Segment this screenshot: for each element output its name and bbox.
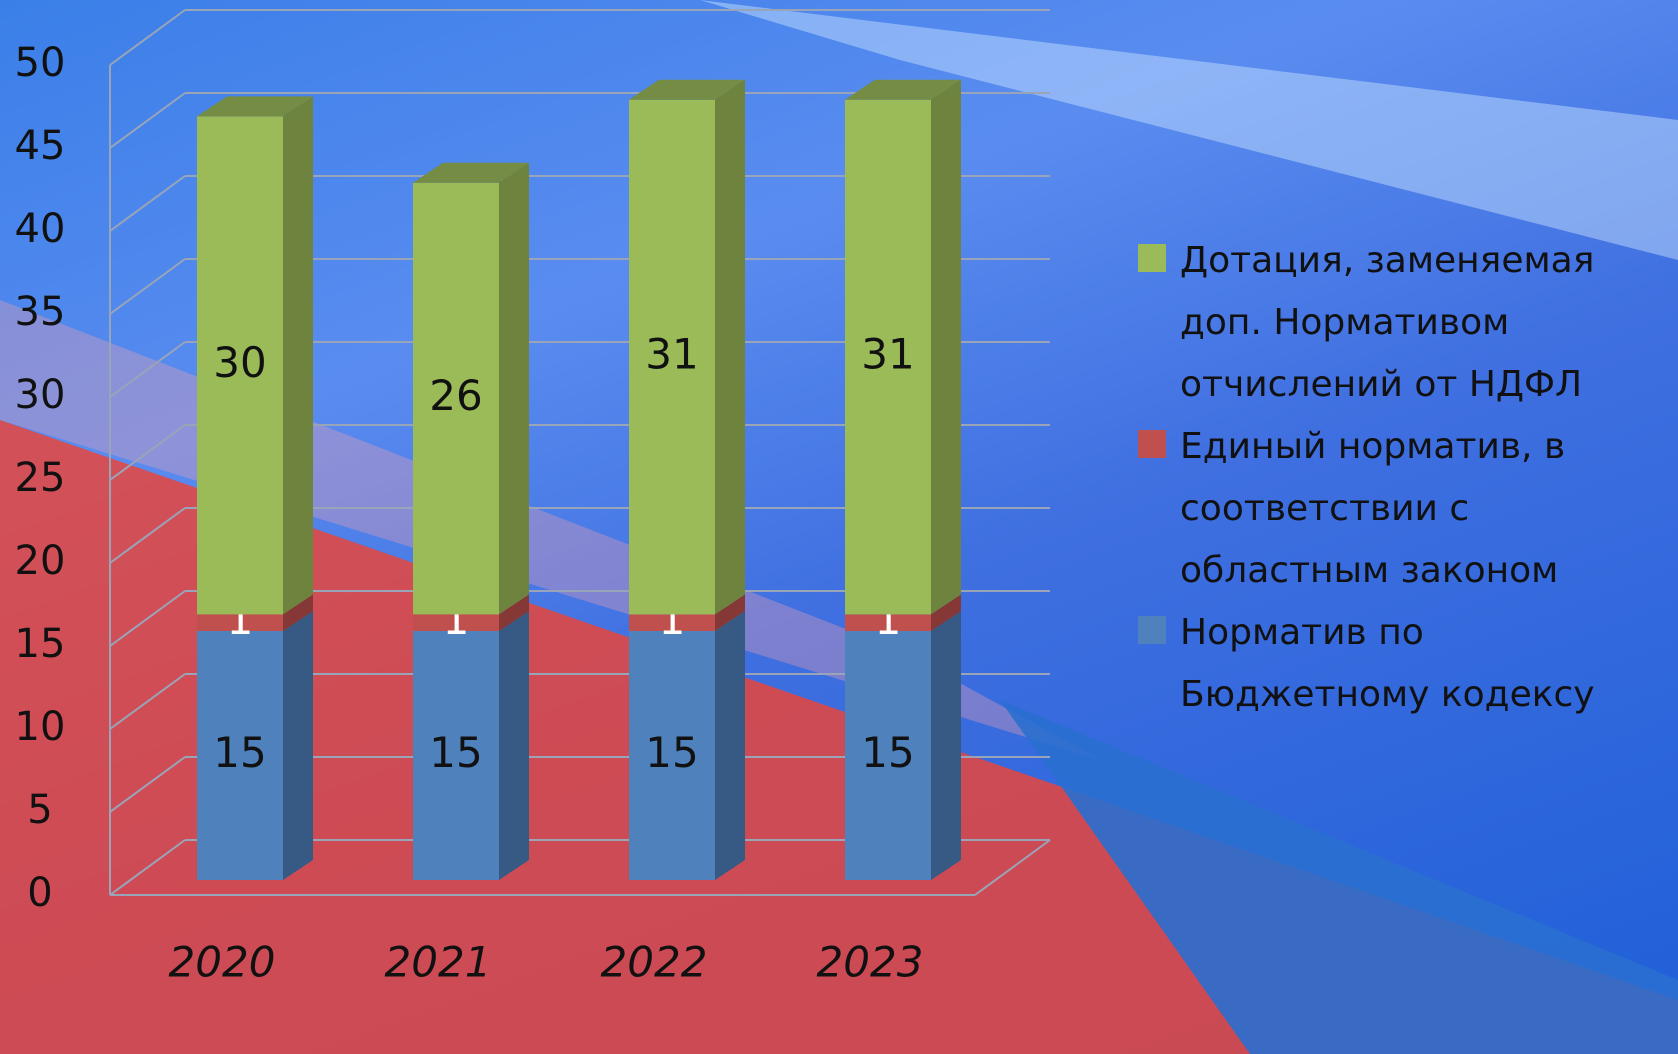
legend-item: Дотация, заменяемая доп. Нормативом отчи… [1138,230,1660,416]
floor-edge [974,839,1051,896]
bar [197,614,283,631]
grid-line-side [109,507,186,564]
legend-label: Дотация, заменяемая доп. Нормативом отчи… [1180,240,1595,405]
legend-item: Единый норматив, в соответствии с област… [1138,416,1660,602]
bar-top [197,96,313,117]
legend-swatch [1138,616,1166,644]
grid-line-side [109,424,186,481]
bar-side [715,611,745,880]
value-label: 15 [861,728,914,777]
x-tick-label: 2023 [817,938,924,987]
bar-side [499,162,529,615]
value-label: 15 [429,728,482,777]
x-tick-label: 2020 [169,938,276,987]
grid-line-side [109,341,186,398]
grid-line-side [109,673,186,730]
bar [845,614,931,631]
value-label: 15 [645,728,698,777]
value-label: 15 [213,728,266,777]
grid-line-side [109,756,186,813]
bar-top [845,79,961,100]
legend-label: Норматив по Бюджетному кодексу [1180,612,1595,715]
legend-item: Норматив по Бюджетному кодексу [1138,602,1660,726]
y-tick-label: 15 [15,621,66,667]
bar [629,631,715,880]
x-tick-label: 2022 [601,938,708,987]
bar [197,116,283,615]
grid-line-side [109,175,186,232]
y-tick-label: 40 [15,206,66,252]
x-tick-label: 2021 [385,938,492,987]
grid-line-side [109,92,186,149]
y-tick-label: 45 [15,123,66,169]
legend-label: Единый норматив, в соответствии с област… [1180,426,1566,591]
bar-side [499,611,529,880]
bar [413,182,499,615]
y-tick-label: 5 [27,787,52,833]
bar-side [931,594,961,631]
value-label: 31 [861,330,914,379]
y-tick-label: 20 [15,538,66,584]
y-tick-label: 50 [15,40,66,86]
bar-side [283,611,313,880]
legend-swatch [1138,244,1166,272]
legend: Дотация, заменяемая доп. Нормативом отчи… [1138,230,1660,726]
bar-side [715,79,745,615]
bar [629,99,715,615]
legend-swatch [1138,430,1166,458]
bar [413,631,499,880]
bar [197,631,283,880]
bar [845,631,931,880]
bar-side [283,594,313,631]
grid-line-side [109,9,186,66]
y-tick-label: 35 [15,289,66,335]
bar-side [931,611,961,880]
bar-top [629,79,745,100]
grid-line-side [109,258,186,315]
grid-line-side [109,590,186,647]
bar [413,614,499,631]
value-label: 30 [213,338,266,387]
bar-top [413,162,529,183]
value-label: 26 [429,371,482,420]
bar-side [499,594,529,631]
y-tick-label: 0 [27,870,52,916]
bar [629,614,715,631]
bar-side [931,79,961,615]
y-tick-label: 10 [15,704,66,750]
bar-side [283,96,313,615]
value-label: 31 [645,330,698,379]
grid-line-side [109,839,186,896]
bar [845,99,931,615]
y-tick-label: 30 [15,372,66,418]
y-tick-label: 25 [15,455,66,501]
bar-side [715,594,745,631]
